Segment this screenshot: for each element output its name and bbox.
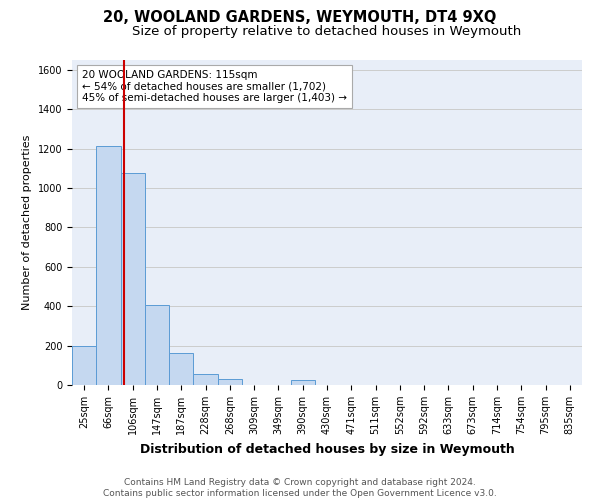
Bar [193, 374, 218, 385]
Text: Contains HM Land Registry data © Crown copyright and database right 2024.
Contai: Contains HM Land Registry data © Crown c… [103, 478, 497, 498]
X-axis label: Distribution of detached houses by size in Weymouth: Distribution of detached houses by size … [140, 442, 514, 456]
Title: Size of property relative to detached houses in Weymouth: Size of property relative to detached ho… [133, 25, 521, 38]
Text: 20, WOOLAND GARDENS, WEYMOUTH, DT4 9XQ: 20, WOOLAND GARDENS, WEYMOUTH, DT4 9XQ [103, 10, 497, 25]
Bar [121, 174, 145, 385]
Bar [96, 146, 121, 385]
Y-axis label: Number of detached properties: Number of detached properties [22, 135, 32, 310]
Bar [169, 354, 193, 385]
Bar [218, 379, 242, 385]
Bar [290, 380, 315, 385]
Text: 20 WOOLAND GARDENS: 115sqm
← 54% of detached houses are smaller (1,702)
45% of s: 20 WOOLAND GARDENS: 115sqm ← 54% of deta… [82, 70, 347, 103]
Bar [145, 305, 169, 385]
Bar [72, 346, 96, 385]
